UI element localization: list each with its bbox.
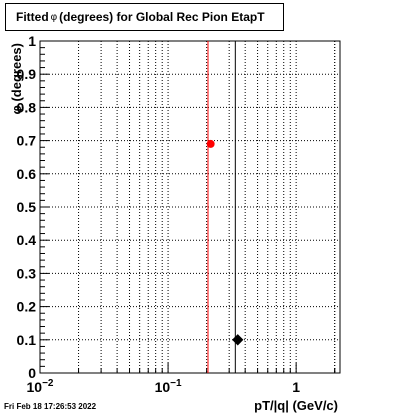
y-tick-label: 0.7 <box>17 133 37 149</box>
x-tick-label: 1 <box>292 379 300 395</box>
title-phi-symbol: φ <box>50 11 58 23</box>
y-tick-label: 0.8 <box>17 99 37 115</box>
series-1-point <box>232 334 244 346</box>
y-tick-label: 0.1 <box>17 332 37 348</box>
y-tick-label: 0.5 <box>17 199 37 215</box>
footer-timestamp: Fri Feb 18 17:26:53 2022 <box>4 402 97 411</box>
x-axis-title: pT/|q| (GeV/c) <box>254 398 338 413</box>
y-tick-label: 0.9 <box>17 66 37 82</box>
y-tick-label: 0.2 <box>17 299 37 315</box>
y-axis-title: φ (degrees) <box>9 43 24 114</box>
x-tick-label: 10−1 <box>155 378 182 395</box>
title-prefix: Fitted <box>16 10 49 24</box>
title-suffix: (degrees) for Global Rec Pion EtapT <box>59 10 265 24</box>
x-tick-label: 10−2 <box>27 378 54 395</box>
y-tick-label: 0 <box>28 365 36 381</box>
y-tick-label: 0.3 <box>17 265 37 281</box>
y-tick-label: 0.6 <box>17 166 37 182</box>
y-tick-label: 1 <box>28 33 36 49</box>
y-tick-label: 0.4 <box>17 232 37 248</box>
chart-title: Fitted φ (degrees) for Global Rec Pion E… <box>5 3 284 31</box>
series-0-point <box>206 139 215 148</box>
